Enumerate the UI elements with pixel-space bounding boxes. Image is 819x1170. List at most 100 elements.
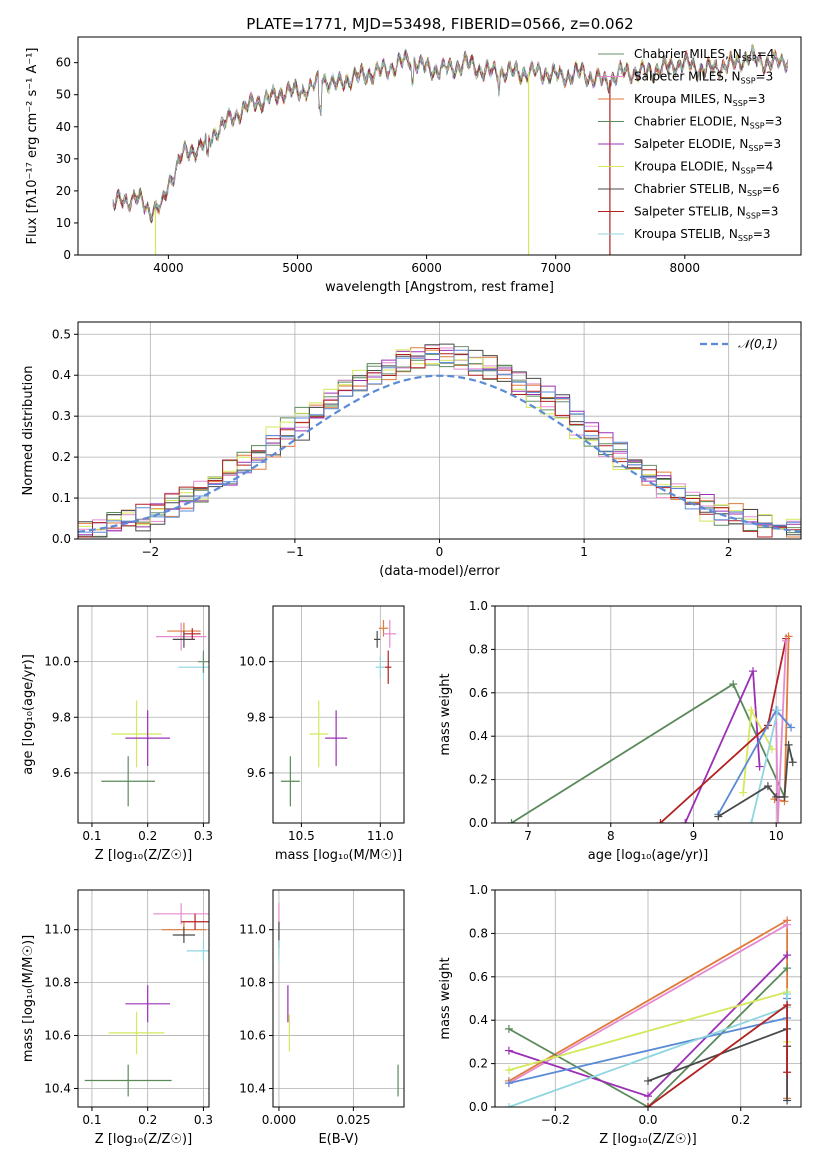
age_vs_Z-ytick-label: 9.8 [52, 710, 71, 724]
age_vs_Z-frame [77, 605, 210, 824]
weight-marker [644, 1103, 652, 1107]
age_vs_mass-ytick-label: 10.0 [239, 655, 266, 669]
mass_vs_Z-ytick-label: 11.0 [44, 923, 71, 937]
weight_vs_age-xtick-label: 8 [607, 829, 615, 843]
mass_vs_ebv-xlabel: E(B-V) [318, 1132, 358, 1147]
legend-entry: Salpeter STELIB, NSSP=3 [634, 205, 778, 221]
weight_vs_Z-ylabel: mass weight [438, 957, 453, 1039]
weight_vs_Z-ytick-label: 1.0 [469, 883, 488, 897]
age_vs_mass-ytick-label: 9.8 [247, 710, 266, 724]
weight_vs_age-ytick-label: 0.6 [469, 686, 488, 700]
spectrum-ylabel: Flux [fλ10⁻¹⁷ erg cm⁻² s⁻¹ A⁻¹] [25, 48, 40, 245]
legend-entry: Chabrier MILES, NSSP=4 [634, 47, 774, 63]
weight_vs_Z-plot-area [504, 916, 792, 1107]
figure-title: PLATE=1771, MJD=53498, FIBERID=0566, z=0… [246, 15, 633, 33]
residuals-xlabel: (data-model)/error [379, 564, 500, 579]
weight-marker [783, 951, 792, 960]
weight-marker [783, 1001, 792, 1010]
gaussian-curve [78, 374, 801, 533]
residuals-plot-area [78, 343, 801, 539]
histogram-series [78, 349, 801, 539]
spectrum-xtick-label: 8000 [670, 261, 701, 275]
age_vs_mass-frame [272, 605, 405, 824]
weight_vs_age-xtick-label: 9 [690, 829, 698, 843]
weight-series-line [659, 638, 787, 823]
weight-marker [504, 1024, 513, 1033]
weight_vs_age-plot-area [507, 632, 797, 823]
age_vs_Z-plot-area [101, 622, 209, 807]
age_vs_mass-plot-area [280, 619, 397, 807]
weight-marker [780, 792, 789, 801]
legend-entry: Chabrier ELODIE, NSSP=3 [634, 115, 782, 131]
weight-marker [504, 1103, 513, 1107]
weight_vs_Z-xtick-label: 0.2 [731, 1113, 750, 1127]
residuals-ytick-label: 0.1 [52, 491, 71, 505]
spectrum-ytick-label: 20 [56, 184, 71, 198]
spectrum-xtick-label: 5000 [282, 261, 313, 275]
weight-marker [783, 964, 792, 973]
weight-marker [681, 819, 690, 823]
weight-marker [504, 1046, 513, 1055]
mass_vs_Z-plot-area [84, 903, 209, 1097]
weight-marker [783, 1068, 792, 1077]
panels: 4000 5000 6000 7000 80000102030405060wavelen… [21, 36, 802, 1147]
spectrum-frame [77, 36, 802, 256]
weight-series-line [775, 640, 787, 823]
weight-marker [782, 636, 791, 645]
weight_vs_age-ytick-label: 0.2 [469, 773, 488, 787]
weight_vs_Z-ytick-label: 0.4 [469, 1013, 488, 1027]
weight_vs_Z-xtick-label: −0.2 [541, 1113, 570, 1127]
weight_vs_Z-ytick-label: 0.6 [469, 970, 488, 984]
age_vs_Z-xtick-label: 0.3 [194, 829, 213, 843]
weight_vs_Z-xtick-label: 0.0 [638, 1113, 657, 1127]
mass_vs_ebv-panel: 0.000 0.025 10.4 10.6 10.8 11.0 E(B-V) [239, 889, 405, 1147]
weight-marker [763, 782, 772, 791]
weight-series-line [511, 682, 786, 823]
weight-series-line [508, 967, 788, 1107]
spectrum-series-line [112, 48, 788, 224]
age_vs_mass-xlabel: mass [log₁₀(M/M☉)] [275, 848, 402, 863]
weight-series-line [750, 709, 779, 823]
residuals-xtick-label: −2 [141, 545, 159, 559]
weight_vs_age-xlabel: age [log₁₀(age/yr)] [588, 848, 709, 863]
residuals-ytick-label: 0.0 [52, 532, 71, 546]
weight-marker [747, 706, 756, 715]
mass_vs_ebv-xtick-label: 0.025 [336, 1113, 370, 1127]
weight_vs_age-xtick-label: 10 [769, 829, 784, 843]
weight-marker [714, 812, 723, 821]
mass_vs_Z-ytick-label: 10.6 [44, 1029, 71, 1043]
residuals-panel: −2 −1 0 1 2 0.0 0.1 0.2 0.3 0.4 0.5 (data-model)/er… [21, 321, 802, 579]
mass_vs_Z-xtick-label: 0.3 [194, 1113, 213, 1127]
weight_vs_age-panel: 7 8 9 10 0.0 0.2 0.4 0.6 0.8 1.0 age [log₁₀(age/yr… [438, 599, 802, 863]
weight-series-line [647, 1027, 788, 1101]
spectrum-ytick-label: 50 [56, 88, 71, 102]
mass_vs_Z-xtick-label: 0.2 [138, 1113, 157, 1127]
mass_vs_ebv-ytick-label: 10.8 [239, 976, 266, 990]
weight-marker [644, 1092, 652, 1101]
age_vs_Z-ytick-label: 9.6 [52, 766, 71, 780]
weight-marker [739, 788, 748, 797]
weight_vs_age-ylabel: mass weight [438, 673, 453, 755]
weight-marker [504, 1066, 513, 1075]
weight-marker [644, 1076, 652, 1085]
mass_vs_ebv-ytick-label: 10.4 [239, 1081, 266, 1095]
spectrum-xtick-label: 7000 [540, 261, 571, 275]
spectrum-xtick-label: 6000 [411, 261, 442, 275]
legend-entry: Salpeter ELODIE, NSSP=3 [634, 137, 781, 153]
weight-marker [784, 740, 793, 749]
spectrum-ytick-label: 40 [56, 120, 71, 134]
residuals-ylabel: Normed distribution [21, 366, 36, 496]
spectrum-ytick-label: 10 [56, 216, 71, 230]
spectrum-series-line [112, 46, 788, 221]
histogram-series [78, 348, 801, 539]
residuals-xtick-label: 2 [725, 545, 733, 559]
residuals-xtick-label: 0 [436, 545, 444, 559]
age_vs_Z-panel: 0.1 0.2 0.3 9.6 9.8 10.0 Z [log₁₀(Z/Z☉)] age [l… [21, 605, 213, 863]
mass_vs_Z-ylabel: mass [log₁₀(M/M☉)] [21, 935, 36, 1062]
legend-entry: Kroupa MILES, NSSP=3 [634, 92, 765, 108]
mass_vs_Z-ytick-label: 10.4 [44, 1081, 71, 1095]
weight-marker [783, 920, 792, 929]
age_vs_mass-xtick-label: 11.0 [367, 829, 394, 843]
weight_vs_Z-ytick-label: 0.2 [469, 1057, 488, 1071]
